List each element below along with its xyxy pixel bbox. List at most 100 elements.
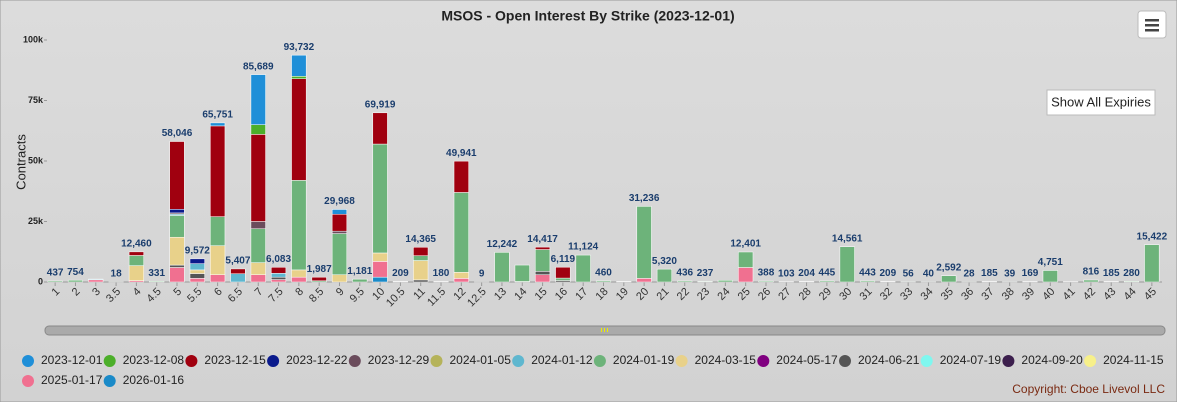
total-label: 4,751 bbox=[1038, 257, 1063, 268]
total-label: 5,320 bbox=[652, 256, 677, 267]
y-tick-label: 75k bbox=[28, 95, 44, 105]
total-label: 29,968 bbox=[324, 196, 355, 207]
legend-marker bbox=[593, 355, 606, 367]
scrollbar[interactable] bbox=[44, 325, 1166, 336]
legend-item[interactable]: 2023-12-15 bbox=[185, 353, 266, 367]
bar-segment bbox=[453, 272, 469, 279]
bar-segment bbox=[555, 266, 571, 279]
total-label: 2,592 bbox=[936, 262, 961, 273]
bar-segment bbox=[250, 228, 266, 263]
total-label: 49,941 bbox=[446, 148, 477, 159]
bar-segment bbox=[291, 269, 307, 278]
bar-segment bbox=[128, 255, 144, 266]
bar-segment bbox=[88, 278, 104, 281]
button-label[interactable]: Show All Expiries bbox=[1051, 94, 1151, 109]
legend-label: 2023-12-01 bbox=[41, 353, 103, 367]
bar-segment bbox=[250, 262, 266, 275]
legend-marker bbox=[430, 355, 443, 367]
bar-segment bbox=[291, 76, 307, 79]
total-label: 14,365 bbox=[405, 234, 436, 245]
legend-label: 2023-12-08 bbox=[123, 353, 185, 367]
bar-segment bbox=[352, 278, 368, 283]
total-label: 11,124 bbox=[568, 242, 598, 253]
legend-item[interactable]: 2024-06-21 bbox=[839, 353, 920, 367]
y-tick-label: 50k bbox=[28, 155, 44, 165]
bar-segment bbox=[331, 230, 348, 234]
bar-segment bbox=[291, 54, 307, 77]
legend-label: 2024-06-21 bbox=[858, 353, 920, 367]
bar-segment bbox=[169, 236, 185, 266]
bar-segment bbox=[291, 276, 307, 283]
bar-segment bbox=[250, 221, 266, 230]
legend-item[interactable]: 2024-03-15 bbox=[675, 353, 757, 367]
bar-segment bbox=[169, 141, 185, 210]
legend-item[interactable]: 2024-07-19 bbox=[920, 353, 1002, 367]
button-box[interactable] bbox=[1046, 89, 1156, 116]
bar-segment bbox=[291, 180, 307, 271]
total-label: 460 bbox=[595, 268, 612, 279]
bar-segment bbox=[169, 215, 185, 238]
total-label: 331 bbox=[148, 268, 165, 279]
legend-item[interactable]: 2024-01-12 bbox=[512, 353, 593, 367]
bar-segment bbox=[1083, 279, 1099, 283]
bar-segment bbox=[189, 269, 205, 274]
copyright: Copyright: Cboe Livevol LLC bbox=[1012, 382, 1165, 396]
bar-segment bbox=[189, 273, 205, 279]
total-label: 103 bbox=[778, 268, 795, 279]
legend-label: 2024-09-20 bbox=[1021, 353, 1083, 367]
bar-segment bbox=[372, 143, 388, 254]
y-axis-label: Contracts bbox=[13, 134, 28, 190]
legend-item[interactable]: 2024-01-19 bbox=[593, 353, 675, 367]
legend-marker bbox=[22, 355, 34, 367]
show-all-button[interactable]: Show All Expiries bbox=[1046, 89, 1156, 116]
bar-segment bbox=[47, 280, 63, 283]
legend-item[interactable]: 2024-09-20 bbox=[1002, 353, 1083, 367]
legend-label: 2024-01-05 bbox=[450, 353, 512, 367]
total-label: 1,987 bbox=[307, 264, 332, 275]
total-label: 12,460 bbox=[121, 238, 152, 249]
bar-segment bbox=[169, 209, 185, 214]
bar-segment bbox=[230, 273, 246, 283]
total-label: 180 bbox=[433, 268, 450, 279]
legend-item[interactable]: 2023-12-29 bbox=[348, 353, 430, 367]
bar-segment bbox=[331, 209, 348, 215]
bar-segment bbox=[839, 246, 855, 283]
bar-segment bbox=[169, 264, 185, 268]
bar-segment bbox=[210, 245, 226, 275]
bar-segment bbox=[88, 279, 104, 283]
scroll-grip bbox=[607, 328, 608, 332]
legend-item[interactable]: 2023-12-08 bbox=[103, 353, 185, 367]
legend-item[interactable]: 2023-12-01 bbox=[22, 353, 103, 367]
total-label: 185 bbox=[981, 268, 998, 279]
legend-label: 2025-01-17 bbox=[41, 373, 103, 387]
bar-segment bbox=[210, 216, 226, 246]
legend-item[interactable]: 2024-11-15 bbox=[1084, 353, 1164, 367]
bar-segment bbox=[372, 261, 388, 278]
bar-segment bbox=[128, 251, 144, 256]
bar-segment bbox=[738, 251, 754, 268]
bar-segment bbox=[270, 273, 287, 278]
total-label: 58,046 bbox=[162, 128, 193, 139]
legend-marker bbox=[103, 375, 116, 387]
legend-marker bbox=[348, 355, 361, 367]
total-label: 209 bbox=[879, 268, 896, 279]
bar-segment bbox=[413, 279, 429, 283]
bar-segment bbox=[636, 206, 652, 279]
legend-item[interactable]: 2026-01-16 bbox=[103, 373, 185, 387]
legend-item[interactable]: 2025-01-17 bbox=[22, 373, 103, 387]
legend-item[interactable]: 2024-05-17 bbox=[757, 353, 838, 367]
legend-item[interactable]: 2024-01-05 bbox=[430, 353, 512, 367]
legend-item[interactable]: 2023-12-22 bbox=[267, 353, 348, 367]
legend-label: 2024-03-15 bbox=[695, 353, 757, 367]
bar-segment bbox=[758, 280, 774, 283]
menu-icon bbox=[1145, 19, 1159, 22]
total-label: 169 bbox=[1022, 268, 1039, 279]
bar-segment bbox=[819, 280, 835, 283]
total-label: 14,561 bbox=[832, 233, 863, 244]
total-label: 754 bbox=[67, 267, 84, 278]
menu-button[interactable] bbox=[1137, 10, 1167, 39]
total-label: 56 bbox=[903, 269, 915, 280]
menu-icon bbox=[1145, 29, 1159, 32]
legend-label: 2024-01-12 bbox=[531, 353, 593, 367]
